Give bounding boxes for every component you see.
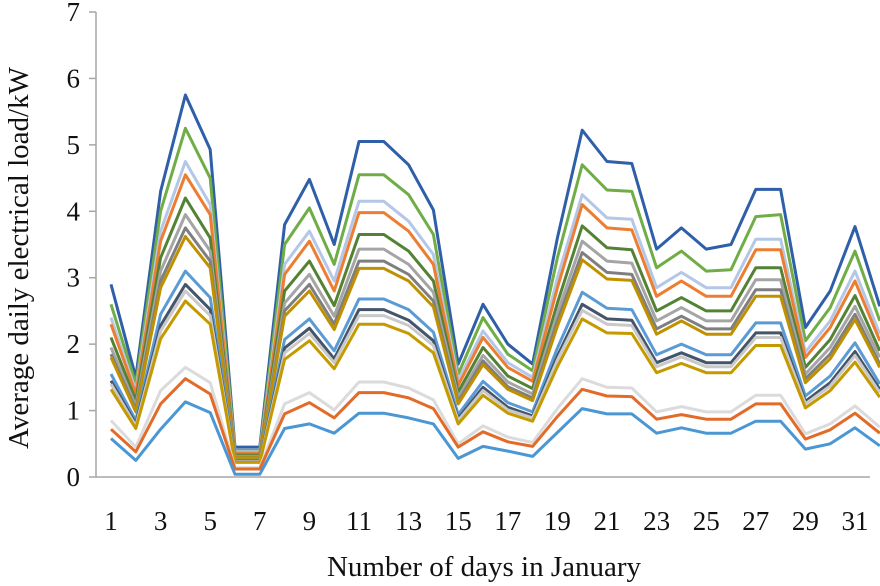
x-tick-label: 25 <box>693 506 720 536</box>
series-line-12 <box>109 299 880 464</box>
x-tick-label: 23 <box>643 506 670 536</box>
x-tick-label: 15 <box>445 506 472 536</box>
series-line-15 <box>110 400 880 476</box>
y-tick-label: 6 <box>67 63 81 93</box>
x-tick-label: 21 <box>594 506 621 536</box>
y-tick-label: 0 <box>67 462 81 492</box>
y-tick-label: 1 <box>67 396 81 426</box>
x-tick-label: 31 <box>842 506 869 536</box>
y-axis-ticks: 0 1 2 3 4 5 6 7 <box>67 0 96 492</box>
x-tick-label: 5 <box>203 506 217 536</box>
series-line-8 <box>109 235 880 460</box>
x-axis-ticks: 1 3 5 7 9 11 13 15 17 19 21 23 25 27 29 31 <box>104 506 868 536</box>
x-axis-title: Number of days in January <box>327 551 642 583</box>
y-tick-label: 5 <box>67 130 81 160</box>
series-line-14 <box>109 377 880 471</box>
y-tick-label: 3 <box>67 263 81 293</box>
series-line-1 <box>109 93 880 449</box>
y-tick-label: 7 <box>67 0 81 27</box>
x-tick-label: 19 <box>544 506 571 536</box>
x-tick-label: 17 <box>494 506 521 536</box>
x-tick-label: 1 <box>104 506 118 536</box>
y-tick-label: 4 <box>67 196 81 226</box>
x-tick-label: 29 <box>792 506 819 536</box>
series-lines <box>109 93 880 476</box>
x-tick-label: 27 <box>742 506 769 536</box>
y-tick-label: 2 <box>67 329 81 359</box>
x-tick-label: 11 <box>346 506 372 536</box>
x-tick-label: 13 <box>395 506 422 536</box>
x-tick-label: 7 <box>253 506 267 536</box>
x-tick-label: 3 <box>154 506 168 536</box>
y-axis-title: Average daily electrical load/kW <box>3 66 35 449</box>
x-tick-label: 9 <box>303 506 317 536</box>
series-line-4 <box>109 173 880 455</box>
